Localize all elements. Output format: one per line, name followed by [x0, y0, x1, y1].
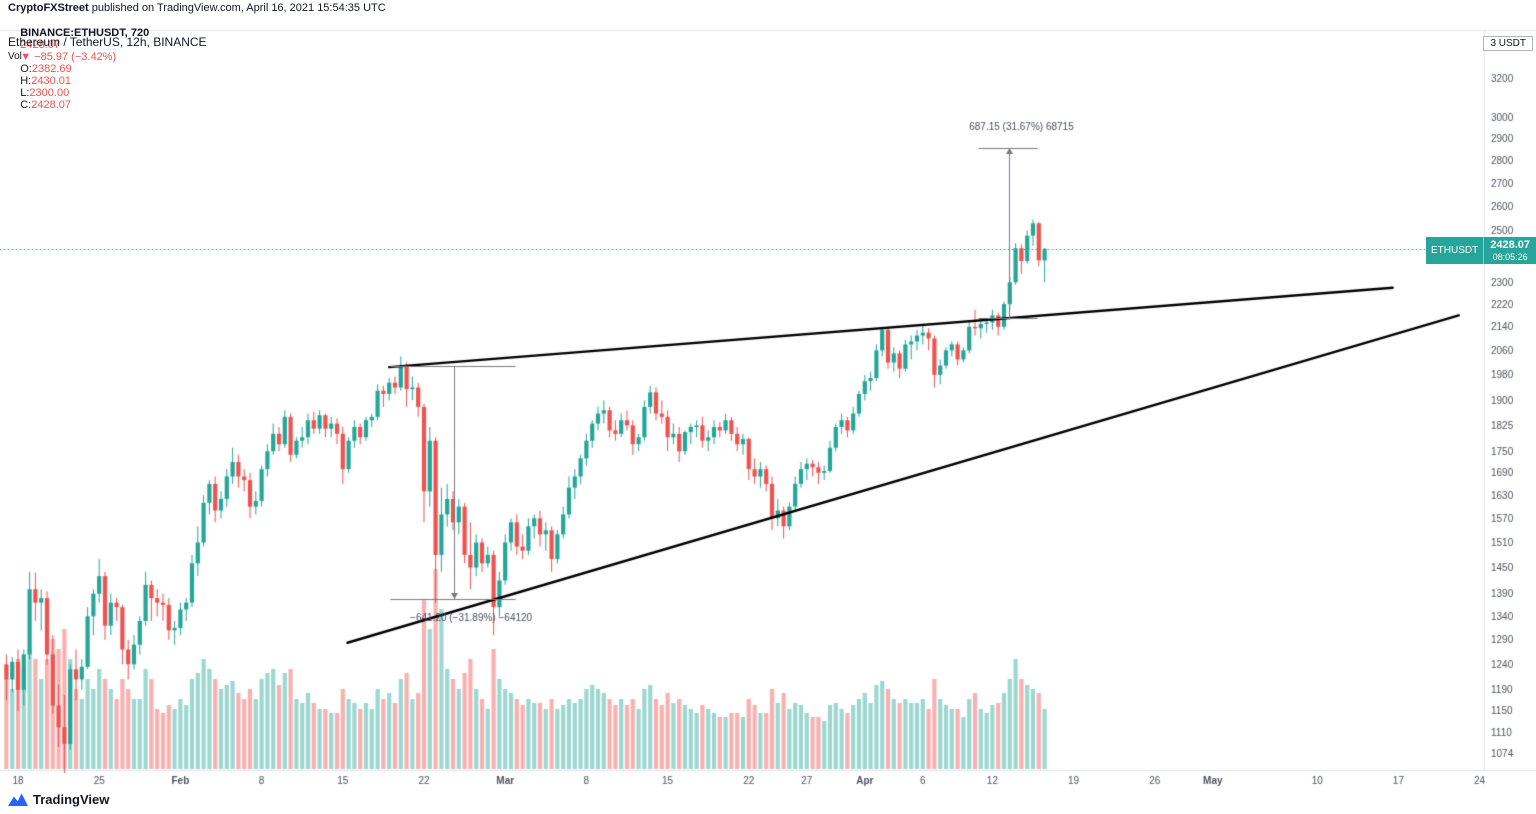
high-label: H: [20, 75, 32, 87]
tradingview-logo[interactable]: TradingView [8, 792, 109, 807]
price-axis[interactable] [1484, 30, 1536, 770]
last-price-box: 2428.07 08:05:26 [1484, 237, 1536, 264]
price-change: ▼ −85.97 (−3.42%) [20, 51, 117, 63]
chart-legend: Ethereum / TetherUS, 12h, BINANCE Vol [8, 35, 207, 62]
last-price-header: 2428.07 [20, 39, 60, 51]
last-price-value: 2428.07 [1490, 239, 1530, 251]
last-price-symbol: ETHUSDT [1426, 237, 1485, 264]
publisher-name: CryptoFXStreet [8, 2, 89, 14]
close-value: 2428.07 [31, 99, 71, 111]
open-label: O: [20, 63, 32, 75]
volume-indicator-label[interactable]: Vol [8, 51, 22, 62]
low-value-pair: L:2300.00 [20, 87, 69, 99]
chart-title[interactable]: Ethereum / TetherUS, 12h, BINANCE [8, 35, 207, 49]
high-value: 2430.01 [31, 75, 71, 87]
open-value: 2382.69 [31, 63, 72, 75]
candle-countdown: 08:05:26 [1492, 251, 1528, 262]
open-value-pair: O:2382.69 [20, 63, 71, 75]
tradingview-logo-icon [8, 793, 28, 806]
last-price-label: ETHUSDT 2428.07 08:05:26 [1426, 237, 1536, 264]
close-value-pair: C:2428.07 [20, 99, 71, 111]
time-axis[interactable] [0, 770, 1536, 790]
symbol-name: BINANCE:ETHUSDT, 720 [20, 27, 150, 39]
high-value-pair: H:2430.01 [20, 75, 71, 87]
symbol-ohlc-line: BINANCE:ETHUSDT, 720 2428.07 ▼ −85.97 (−… [8, 15, 155, 123]
attribution-line: CryptoFXStreet published on TradingView.… [8, 2, 386, 14]
tradingview-logo-text: TradingView [33, 792, 110, 807]
low-value: 2300.00 [29, 87, 70, 99]
close-label: C: [20, 99, 32, 111]
low-label: L: [20, 87, 30, 99]
published-info: published on TradingView.com, April 16, … [88, 2, 386, 14]
axis-unit-box[interactable]: 3 USDT [1483, 36, 1533, 51]
